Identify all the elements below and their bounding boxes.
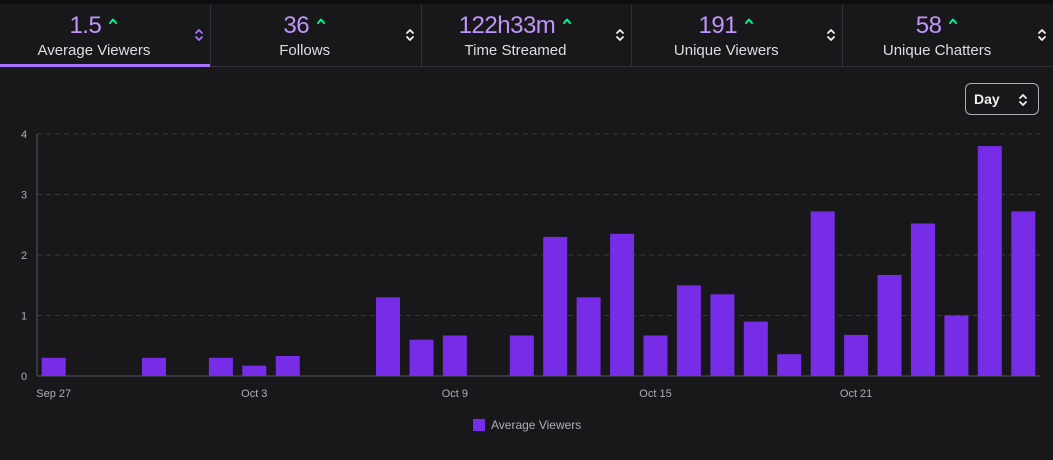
- arrow-up-icon: [949, 18, 958, 24]
- bar[interactable]: [442, 335, 467, 377]
- arrow-up-icon: [109, 18, 118, 24]
- stat-label: Unique Chatters: [882, 42, 992, 59]
- y-tick-label: 3: [21, 190, 27, 202]
- arrow-up-icon: [317, 18, 326, 24]
- bar[interactable]: [944, 315, 969, 377]
- bar[interactable]: [810, 211, 835, 376]
- bar[interactable]: [41, 357, 66, 376]
- sort-icon[interactable]: [1037, 27, 1047, 43]
- stat-value: 36: [283, 12, 310, 39]
- y-tick-label: 4: [21, 129, 27, 141]
- stat-label: Unique Viewers: [673, 42, 779, 59]
- bar[interactable]: [844, 334, 869, 376]
- stat-label: Average Viewers: [37, 42, 151, 59]
- bar[interactable]: [275, 356, 300, 376]
- stat-average-viewers[interactable]: 1.5 Average Viewers: [0, 4, 211, 67]
- top-border: [0, 0, 1053, 4]
- bar[interactable]: [676, 285, 701, 377]
- bar[interactable]: [911, 223, 935, 377]
- y-tick-label: 1: [21, 311, 27, 323]
- stat-label: Follows: [279, 42, 331, 59]
- arrow-up-icon: [745, 18, 754, 24]
- bar[interactable]: [610, 233, 635, 376]
- stat-value: 191: [698, 12, 738, 39]
- stat-unique-chatters[interactable]: 58 Unique Chatters: [843, 4, 1053, 66]
- granularity-select[interactable]: Day: [965, 83, 1039, 115]
- arrow-up-icon: [563, 18, 572, 24]
- average-viewers-chart: 0 1 2 3 4 Sep 27 Oct 3 Oct 9 Oct 15 Oct 21: [21, 129, 1040, 400]
- chevron-up-down-icon: [1019, 94, 1027, 106]
- granularity-value: Day: [974, 91, 1000, 107]
- bar[interactable]: [877, 275, 902, 376]
- y-tick-label: 2: [21, 250, 27, 262]
- chart-legend[interactable]: Average Viewers: [473, 418, 581, 432]
- bar[interactable]: [743, 321, 768, 376]
- bar[interactable]: [376, 297, 400, 376]
- stat-time-streamed[interactable]: 122h33m Time Streamed: [422, 4, 633, 66]
- bar[interactable]: [777, 354, 802, 376]
- bar[interactable]: [242, 365, 267, 376]
- bar[interactable]: [409, 339, 434, 376]
- legend-swatch: [473, 419, 485, 431]
- bar[interactable]: [543, 236, 568, 376]
- stats-bar: 1.5 Average Viewers 36 Follows 122h33m T…: [0, 4, 1053, 67]
- bar[interactable]: [576, 297, 601, 376]
- stat-value: 122h33m: [458, 12, 556, 39]
- sort-icon[interactable]: [194, 27, 204, 43]
- x-tick-label: Oct 21: [840, 388, 872, 400]
- bar[interactable]: [977, 146, 1002, 376]
- sort-icon[interactable]: [826, 27, 836, 43]
- bar[interactable]: [710, 294, 735, 376]
- x-tick-label: Oct 3: [241, 388, 267, 400]
- sort-icon[interactable]: [615, 27, 625, 43]
- legend-label: Average Viewers: [491, 418, 582, 432]
- bar[interactable]: [643, 335, 668, 377]
- x-tick-label: Oct 9: [442, 388, 468, 400]
- bar[interactable]: [509, 335, 534, 377]
- sort-icon[interactable]: [405, 27, 415, 43]
- y-tick-label: 0: [21, 371, 27, 383]
- stat-unique-viewers[interactable]: 191 Unique Viewers: [632, 4, 844, 66]
- stat-follows[interactable]: 36 Follows: [211, 4, 422, 66]
- x-tick-label: Oct 15: [639, 388, 671, 400]
- bar[interactable]: [142, 357, 166, 376]
- bar[interactable]: [1011, 211, 1036, 376]
- x-tick-label: Sep 27: [36, 388, 71, 400]
- stat-value: 1.5: [69, 12, 102, 39]
- stat-value: 58: [915, 12, 942, 39]
- stat-label: Time Streamed: [464, 42, 567, 59]
- bar[interactable]: [208, 357, 233, 376]
